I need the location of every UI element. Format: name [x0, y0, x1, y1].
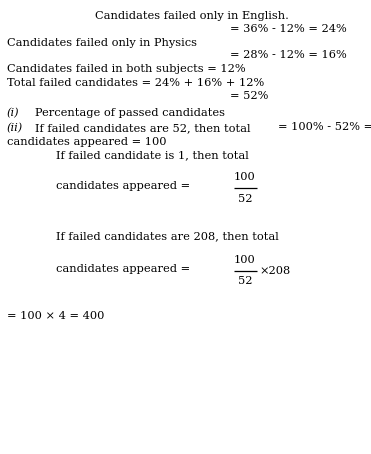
- Text: 100: 100: [234, 172, 256, 182]
- Text: candidates appeared =: candidates appeared =: [56, 264, 191, 274]
- Text: 52: 52: [237, 194, 252, 204]
- Text: (i): (i): [7, 109, 19, 118]
- Text: = 100 × 4 = 400: = 100 × 4 = 400: [7, 311, 104, 321]
- Text: Total failed candidates = 24% + 16% + 12%: Total failed candidates = 24% + 16% + 12…: [7, 78, 264, 88]
- Text: Candidates failed in both subjects = 12%: Candidates failed in both subjects = 12%: [7, 64, 245, 74]
- Text: = 28% - 12% = 16%: = 28% - 12% = 16%: [230, 50, 347, 60]
- Text: candidates appeared =: candidates appeared =: [56, 181, 191, 191]
- Text: 100: 100: [234, 255, 256, 265]
- Text: = 52%: = 52%: [230, 91, 268, 101]
- Text: candidates appeared = 100: candidates appeared = 100: [7, 137, 166, 147]
- Text: Candidates failed only in Physics: Candidates failed only in Physics: [7, 38, 197, 48]
- Text: ×208: ×208: [260, 266, 291, 276]
- Text: If failed candidates are 208, then total: If failed candidates are 208, then total: [56, 231, 279, 241]
- Text: = 36% - 12% = 24%: = 36% - 12% = 24%: [230, 24, 347, 34]
- Text: (ii): (ii): [7, 123, 23, 133]
- Text: = 100% - 52% = 48%: = 100% - 52% = 48%: [278, 122, 371, 132]
- Text: Candidates failed only in English.: Candidates failed only in English.: [95, 11, 289, 21]
- Text: 52: 52: [237, 276, 252, 286]
- Text: If failed candidates are 52, then total: If failed candidates are 52, then total: [35, 123, 251, 133]
- Text: If failed candidate is 1, then total: If failed candidate is 1, then total: [56, 150, 249, 160]
- Text: Percentage of passed candidates: Percentage of passed candidates: [35, 109, 225, 118]
